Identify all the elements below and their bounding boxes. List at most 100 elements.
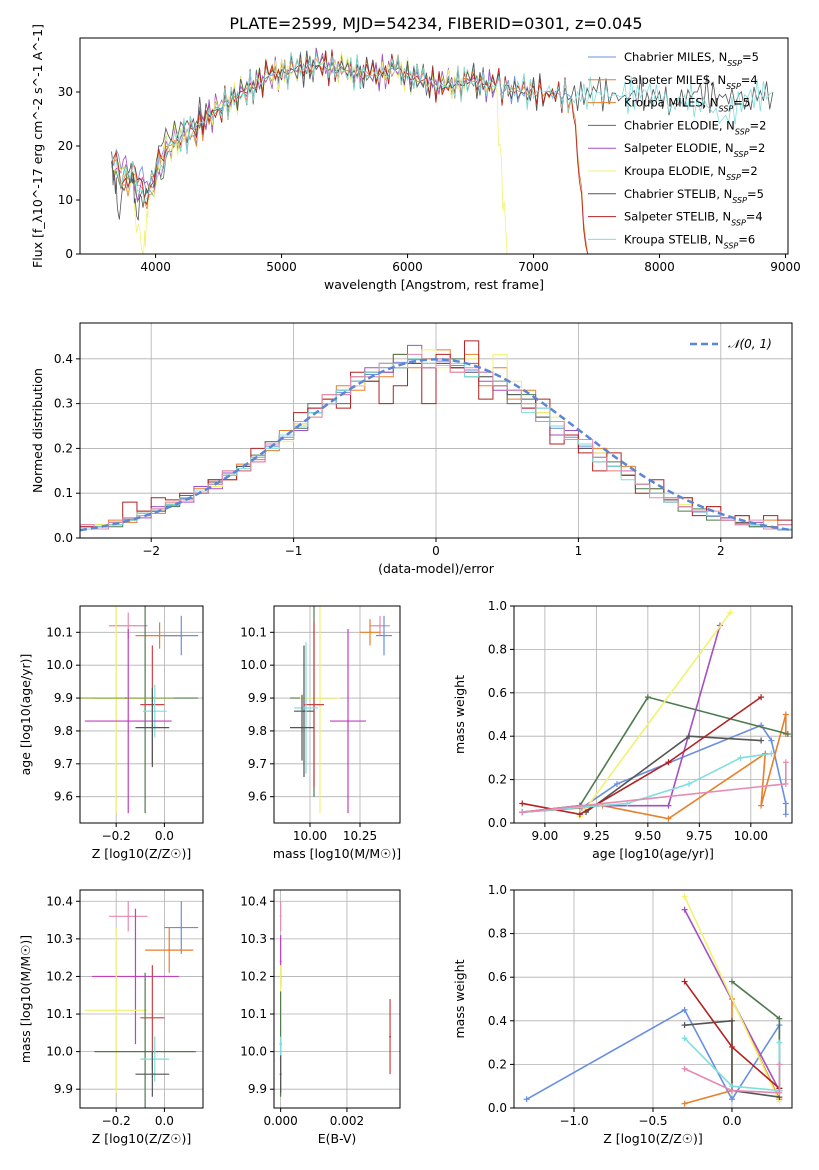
y-axis-label: Flux [f_λ10^-17 erg cm^-2 s^-1 A^-1] xyxy=(30,24,45,268)
y-tick-label: 0.8 xyxy=(488,927,507,941)
y-tick-label: 0 xyxy=(65,247,73,261)
data-point xyxy=(279,915,282,918)
y-tick-label: 9.8 xyxy=(248,724,267,738)
y-tick-label: 9.6 xyxy=(248,790,267,804)
weight-series-6 xyxy=(522,696,762,816)
spectrum-series-7 xyxy=(111,49,589,254)
plus-marker xyxy=(782,780,789,787)
y-tick-label: 0.2 xyxy=(54,441,73,455)
plus-marker xyxy=(728,1017,735,1024)
y-tick-label: 9.9 xyxy=(248,1082,267,1096)
x-tick-label: 1 xyxy=(575,544,583,558)
plus-marker xyxy=(519,809,526,816)
data-point xyxy=(144,1050,147,1053)
y-tick-label: 10.0 xyxy=(46,658,73,672)
spectrum-series-3 xyxy=(111,47,497,203)
y-tick-label: 0.1 xyxy=(54,486,73,500)
data-point xyxy=(305,706,307,709)
weight-series-8 xyxy=(684,1064,781,1094)
x-tick-label: −2 xyxy=(142,544,160,558)
legend-entry: Kroupa STELIB, NSSP=6 xyxy=(624,232,755,250)
x-tick-label: 10.00 xyxy=(293,829,327,843)
plus-marker xyxy=(681,1065,688,1072)
chart-mass_vs_Z: −0.2 0.0 9.9 10.0 10.1 10.2 10.3 10.4 Z [log10(Z… xyxy=(18,889,204,1146)
data-point xyxy=(153,710,156,713)
y-tick-label: 10.3 xyxy=(46,932,73,946)
x-axis-label: age [log10(age/yr)] xyxy=(592,846,714,861)
y-tick-label: 10.1 xyxy=(240,625,267,639)
chart-massweight_vs_age: 9.00 9.25 9.50 9.75 10.00 0.0 0.2 0.4 0.6 0.8 1.0 a… xyxy=(452,599,793,861)
plus-marker xyxy=(782,800,789,807)
plus-marker xyxy=(768,737,775,744)
data-point xyxy=(151,726,154,729)
plus-marker xyxy=(523,1096,530,1103)
x-axis-label: mass [log10(M/M☉)] xyxy=(273,846,401,861)
plus-marker xyxy=(681,906,688,913)
plus-marker xyxy=(782,811,789,818)
data-point xyxy=(134,975,137,978)
x-tick-label: 0.000 xyxy=(263,1114,297,1128)
x-tick-label: 9.25 xyxy=(583,829,610,843)
data-point xyxy=(313,703,315,706)
data-point xyxy=(180,926,183,929)
data-point xyxy=(124,697,127,700)
y-tick-label: 0.6 xyxy=(488,970,507,984)
data-point xyxy=(151,1016,154,1019)
x-axis-label: Z [log10(Z/Z☉)] xyxy=(92,1131,192,1146)
spectrum-series-6 xyxy=(111,50,774,221)
y-tick-label: 10.4 xyxy=(46,894,73,908)
legend-entry: Kroupa ELODIE, NSSP=2 xyxy=(624,164,758,182)
plus-marker xyxy=(681,1022,688,1029)
y-tick-label: 30 xyxy=(58,85,73,99)
legend-entry: Chabrier ELODIE, NSSP=2 xyxy=(624,118,766,136)
legend-entry: 𝒩(0, 1) xyxy=(728,337,772,351)
y-axis-label: mass weight xyxy=(452,675,467,754)
axes-frame xyxy=(273,889,401,1109)
spectrum-series-4 xyxy=(111,48,497,202)
data-point xyxy=(151,1073,154,1076)
data-point xyxy=(180,634,183,637)
plot-area xyxy=(523,893,783,1107)
x-tick-label: −0.5 xyxy=(638,1114,667,1128)
chart-massweight_vs_Z: −1.0 −0.5 0.0 0.0 0.2 0.4 0.6 0.8 1.0 Z [log10(Z/… xyxy=(452,883,793,1146)
y-tick-label: 10.0 xyxy=(46,1045,73,1059)
plus-marker xyxy=(681,1100,688,1107)
y-tick-label: 9.9 xyxy=(54,691,73,705)
legend-entry: Chabrier MILES, NSSP=5 xyxy=(624,50,759,68)
plus-marker xyxy=(776,1039,783,1046)
plus-marker xyxy=(758,802,765,809)
spectrum-series-2 xyxy=(111,51,589,254)
y-axis-label: mass weight xyxy=(452,959,467,1038)
x-tick-label: 10.00 xyxy=(734,829,768,843)
x-tick-label: 8000 xyxy=(644,260,675,274)
plot-area xyxy=(84,901,199,1108)
y-axis-label: Normed distribution xyxy=(30,368,45,493)
y-tick-label: 0.4 xyxy=(488,729,507,743)
plus-marker xyxy=(776,1015,783,1022)
plus-marker xyxy=(782,711,789,718)
data-point xyxy=(127,720,130,723)
x-tick-label: 9.00 xyxy=(532,829,559,843)
chart-spectrum: Chabrier MILES, NSSP=5 Salpeter MILES, NS… xyxy=(30,24,801,292)
weight-series-7 xyxy=(522,752,772,813)
x-tick-label: −0.2 xyxy=(102,1114,131,1128)
x-tick-label: 0.002 xyxy=(330,1114,364,1128)
x-tick-label: −1 xyxy=(285,544,303,558)
x-tick-label: 9.75 xyxy=(686,829,713,843)
x-tick-label: 5000 xyxy=(266,260,297,274)
plus-marker xyxy=(758,737,765,744)
x-tick-label: 6000 xyxy=(392,260,423,274)
plus-marker xyxy=(782,759,789,766)
y-tick-label: 1.0 xyxy=(488,883,507,897)
y-tick-label: 10.0 xyxy=(240,658,267,672)
x-tick-label: 4000 xyxy=(140,260,171,274)
legend: Chabrier MILES, NSSP=5 Salpeter MILES, NS… xyxy=(588,50,766,250)
y-tick-label: 10.2 xyxy=(240,969,267,983)
plus-marker xyxy=(665,759,672,766)
y-tick-label: 9.7 xyxy=(248,757,267,771)
y-tick-label: 0.0 xyxy=(488,1101,507,1115)
data-point xyxy=(127,624,130,627)
y-tick-label: 10.1 xyxy=(46,1007,73,1021)
y-tick-label: 0.2 xyxy=(488,1057,507,1071)
